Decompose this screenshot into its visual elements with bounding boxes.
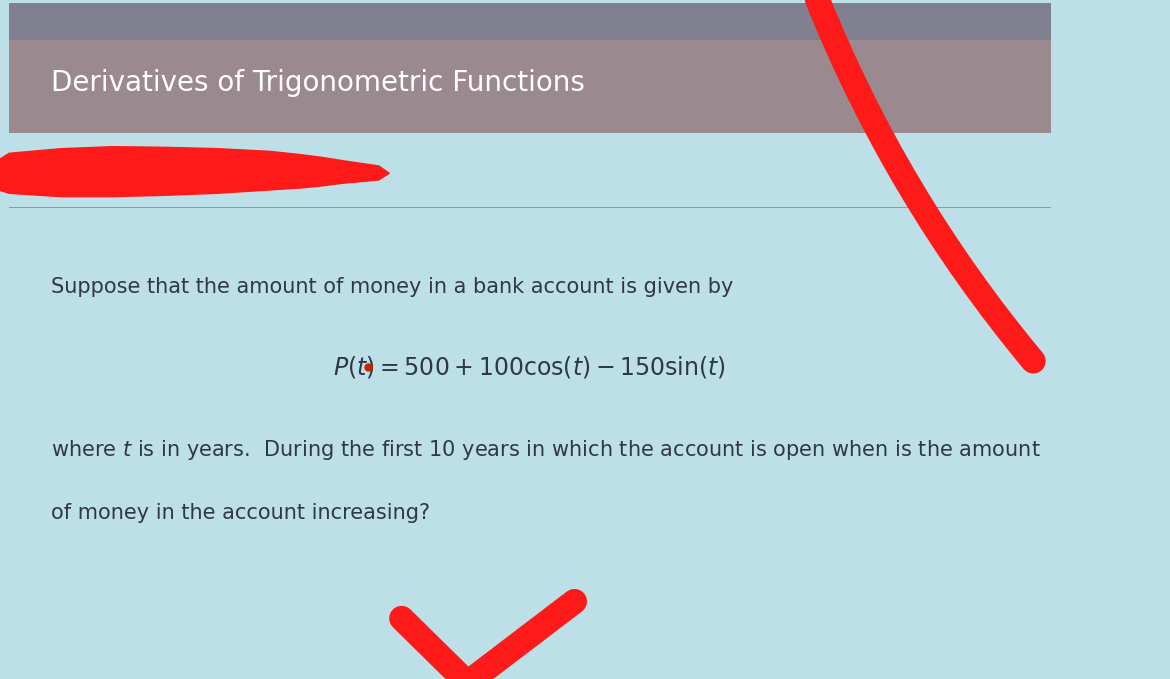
Polygon shape [0, 147, 390, 197]
Text: where $t$ is in years.  During the first 10 years in which the account is open w: where $t$ is in years. During the first … [50, 438, 1040, 462]
Bar [9, 3, 1051, 40]
FancyArrowPatch shape [469, 602, 574, 679]
Bar [9, 3, 1051, 133]
Text: of money in the account increasing?: of money in the account increasing? [50, 503, 429, 523]
FancyArrowPatch shape [401, 619, 466, 679]
FancyArrowPatch shape [818, 0, 1033, 361]
Text: Suppose that the amount of money in a bank account is given by: Suppose that the amount of money in a ba… [50, 276, 734, 297]
Text: Derivatives of Trigonometric Functions: Derivatives of Trigonometric Functions [50, 69, 585, 97]
Text: $P(t) = 500 + 100\cos(t) - 150\sin(t)$: $P(t) = 500 + 100\cos(t) - 150\sin(t)$ [333, 354, 727, 380]
